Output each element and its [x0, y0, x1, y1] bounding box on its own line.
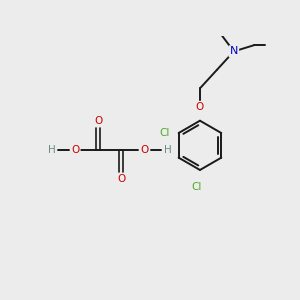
Text: O: O — [196, 102, 204, 112]
Text: N: N — [230, 46, 238, 56]
Text: Cl: Cl — [192, 182, 202, 192]
Text: O: O — [71, 145, 79, 155]
Text: O: O — [94, 116, 102, 126]
Text: O: O — [117, 174, 125, 184]
Text: H: H — [164, 145, 172, 155]
Text: H: H — [48, 145, 56, 155]
Text: Cl: Cl — [160, 128, 170, 138]
Text: O: O — [140, 145, 148, 155]
